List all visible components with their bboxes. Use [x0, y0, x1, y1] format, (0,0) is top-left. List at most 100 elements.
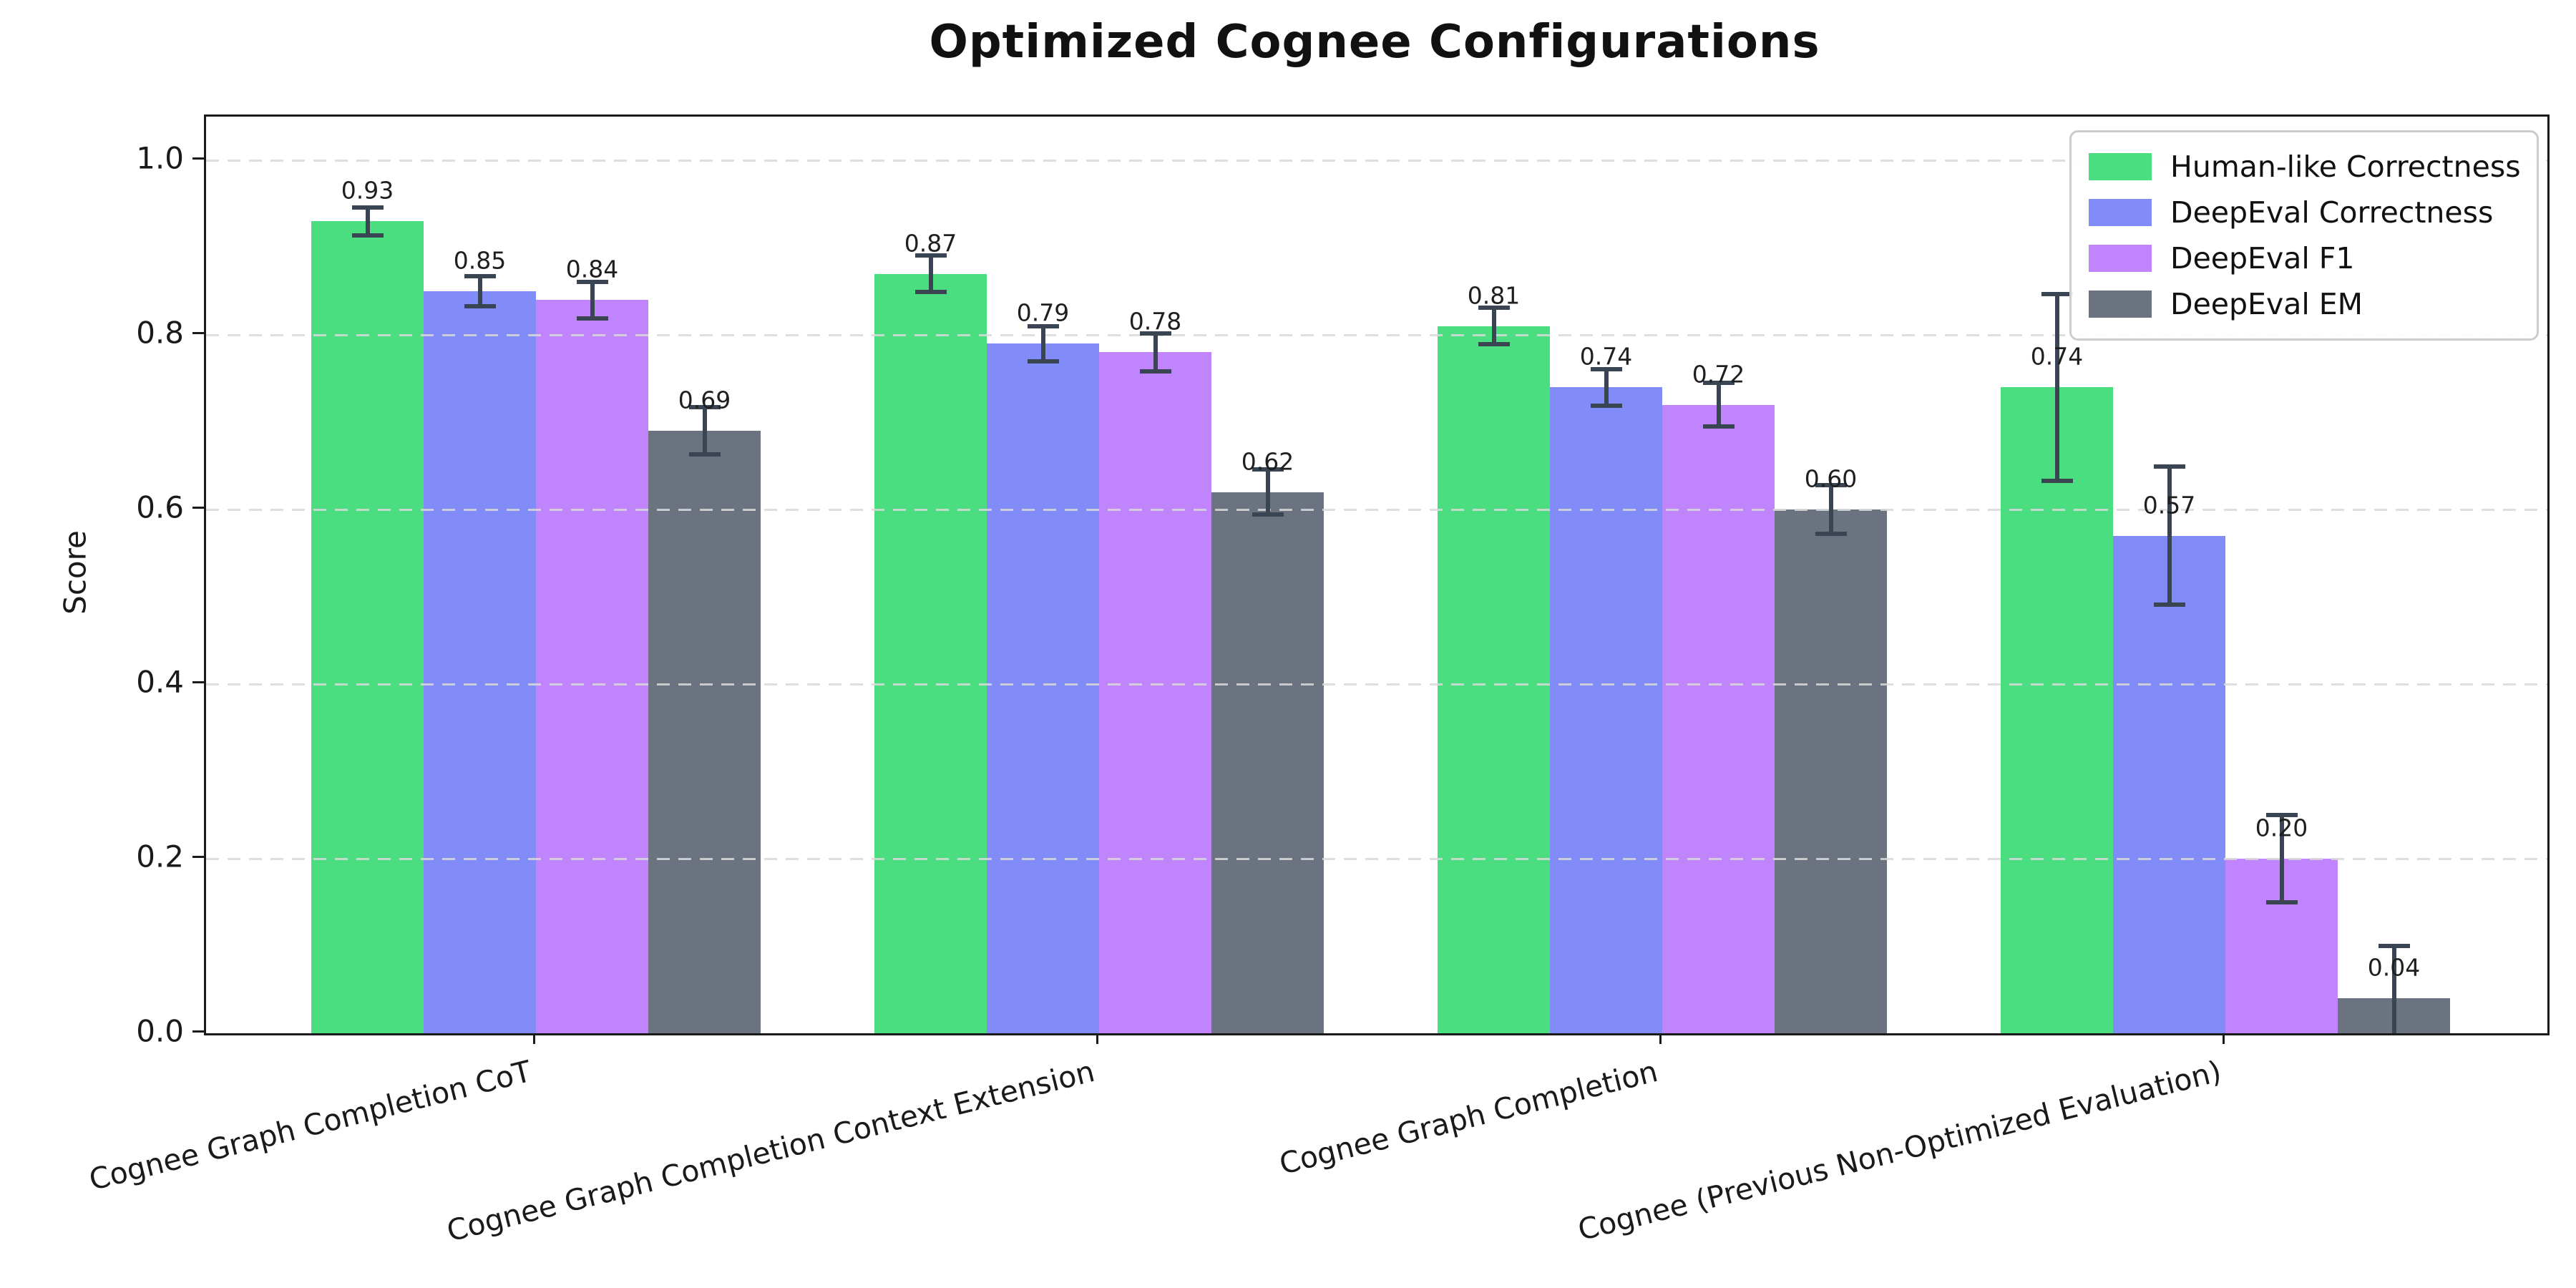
error-bar — [365, 207, 370, 235]
error-bar-cap — [1139, 369, 1171, 374]
gridline — [206, 683, 2547, 686]
y-tick-label: 0.4 — [136, 664, 184, 700]
y-tick-mark — [192, 856, 204, 858]
bar-value-label: 0.87 — [904, 229, 957, 258]
bar-value-label: 0.79 — [1016, 298, 1070, 327]
legend-item-label: DeepEval Correctness — [2170, 195, 2494, 230]
error-bar-cap — [1252, 467, 1284, 472]
error-bar-cap — [2153, 602, 2185, 607]
y-tick-label: 0.0 — [136, 1013, 184, 1049]
gridline — [206, 160, 2547, 162]
bar-deepeval-correctness — [1550, 387, 1662, 1033]
error-bar-cap — [1590, 366, 1622, 371]
error-bar-cap — [2378, 944, 2410, 948]
legend-item-label: DeepEval EM — [2170, 287, 2363, 321]
x-tick-mark — [1096, 1033, 1098, 1044]
y-tick-mark — [192, 681, 204, 683]
bar-value-label: 0.60 — [1804, 464, 1858, 493]
bar-value-label: 0.69 — [678, 386, 731, 414]
legend-item-label: Human-like Correctness — [2170, 150, 2521, 184]
error-bar — [928, 255, 933, 293]
y-axis-label: Score — [57, 530, 93, 615]
error-bar-cap — [576, 316, 608, 321]
bar-deepeval-f1 — [1099, 352, 1211, 1033]
error-bar-cap — [2265, 900, 2298, 904]
legend-item: DeepEval EM — [2089, 281, 2519, 327]
legend-item: Human-like Correctness — [2089, 144, 2521, 190]
bar-deepeval-correctness — [424, 291, 536, 1033]
error-bar-cap — [688, 405, 721, 410]
bar-value-label: 0.62 — [1241, 447, 1294, 476]
bar-human-like-correctness — [311, 221, 424, 1033]
error-bar-cap — [2153, 464, 2185, 469]
error-bar — [1265, 469, 1270, 515]
y-tick-label: 0.8 — [136, 315, 184, 351]
error-bar — [1491, 308, 1496, 345]
error-bar — [1153, 333, 1158, 372]
bar-deepeval-em — [1211, 492, 1324, 1033]
error-bar-cap — [2041, 478, 2073, 483]
bar-value-label: 0.78 — [1128, 307, 1182, 336]
legend-item-label: DeepEval F1 — [2170, 241, 2355, 275]
error-bar — [2279, 815, 2284, 902]
error-bar-cap — [1027, 323, 1059, 328]
bar-value-label: 0.20 — [2255, 814, 2308, 842]
error-bar — [1040, 326, 1045, 361]
error-bar-cap — [914, 290, 947, 295]
error-bar-cap — [1478, 306, 1510, 311]
error-bar-cap — [914, 253, 947, 258]
bar-value-label: 0.81 — [1467, 281, 1521, 310]
legend-swatch — [2089, 153, 2152, 180]
error-bar — [2391, 946, 2396, 1033]
error-bar-cap — [1702, 424, 1735, 429]
bar-value-label: 0.74 — [2030, 342, 2084, 371]
bar-deepeval-em — [648, 431, 761, 1033]
error-bar-cap — [1815, 482, 1847, 487]
bar-value-label: 0.74 — [1579, 342, 1633, 371]
bar-deepeval-correctness — [987, 343, 1099, 1033]
y-tick-mark — [192, 332, 204, 334]
bar-value-label: 0.93 — [341, 176, 394, 205]
legend: Human-like Correctness DeepEval Correctne… — [2069, 130, 2539, 341]
error-bar-cap — [1139, 331, 1171, 336]
legend-item: DeepEval F1 — [2089, 235, 2519, 281]
error-bar-cap — [1252, 512, 1284, 517]
error-bar — [1716, 383, 1721, 427]
error-bar-cap — [2265, 813, 2298, 817]
x-tick-mark — [1659, 1033, 1662, 1044]
error-bar — [702, 407, 707, 455]
error-bar-cap — [1815, 532, 1847, 537]
bar-deepeval-em — [1775, 509, 1887, 1033]
bar-deepeval-f1 — [536, 300, 648, 1033]
bar-human-like-correctness — [2001, 387, 2113, 1033]
legend-item: DeepEval Correctness — [2089, 190, 2519, 235]
bar-value-label: 0.85 — [453, 246, 507, 275]
error-bar-cap — [1702, 381, 1735, 386]
x-tick-mark — [2223, 1033, 2225, 1044]
x-tick-label: Cognee (Previous Non-Optimized Evaluatio… — [1574, 1054, 2225, 1248]
error-bar-cap — [351, 205, 384, 210]
gridline — [206, 858, 2547, 860]
legend-swatch — [2089, 291, 2152, 318]
gridline — [206, 334, 2547, 336]
x-tick-label: Cognee Graph Completion — [1276, 1054, 1662, 1181]
chart-title: Optimized Cognee Configurations — [929, 16, 1820, 69]
error-bar-cap — [1590, 403, 1622, 408]
error-bar-cap — [464, 274, 496, 279]
bar-value-label: 0.72 — [1692, 360, 1745, 389]
error-bar-cap — [351, 233, 384, 238]
error-bar — [590, 281, 595, 318]
error-bar-cap — [2041, 291, 2073, 296]
y-tick-mark — [192, 507, 204, 509]
bar-deepeval-correctness — [2113, 535, 2225, 1033]
error-bar-cap — [464, 303, 496, 308]
x-tick-mark — [533, 1033, 535, 1044]
y-tick-mark — [192, 1030, 204, 1033]
bar-deepeval-f1 — [1662, 404, 1775, 1033]
error-bar — [1604, 369, 1609, 406]
error-bar — [1828, 484, 1833, 535]
error-bar — [2054, 293, 2059, 481]
error-bar-cap — [1027, 358, 1059, 364]
error-bar — [477, 276, 482, 306]
